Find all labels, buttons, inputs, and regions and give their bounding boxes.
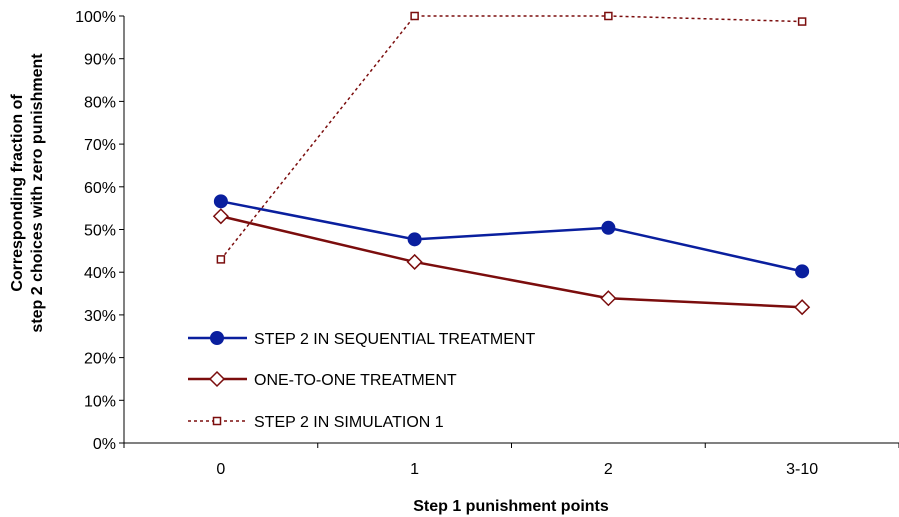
data-point	[410, 11, 419, 21]
series-line	[220, 200, 803, 273]
legend-marker	[212, 416, 222, 426]
data-point	[216, 255, 226, 264]
legend-label: STEP 2 IN SIMULATION 1	[254, 414, 444, 431]
y-tick-label: 20%	[84, 351, 116, 368]
data-point	[213, 194, 228, 209]
y-axis-title-line: step 2 choices with zero punishment	[29, 53, 46, 333]
y-tick-label: 30%	[84, 308, 116, 325]
data-point	[604, 11, 613, 21]
x-tick-label: 2	[604, 461, 613, 478]
x-axis-title: Step 1 punishment points	[413, 498, 609, 515]
legend-label: STEP 2 IN SEQUENTIAL TREATMENT	[254, 331, 535, 348]
y-tick-label: 100%	[75, 9, 116, 26]
legend-marker	[208, 370, 226, 388]
y-tick-label: 80%	[84, 94, 116, 111]
series-1	[212, 208, 811, 316]
series-0	[213, 194, 810, 279]
legend-item: STEP 2 IN SEQUENTIAL TREATMENT	[188, 331, 535, 348]
legend-marker	[210, 331, 224, 345]
y-tick-label: 10%	[84, 393, 116, 410]
x-tick-label: 1	[410, 461, 419, 478]
y-tick-label: 70%	[84, 137, 116, 154]
y-tick-label: 50%	[84, 223, 116, 240]
x-axis: 0 1 2 3-10	[123, 442, 899, 478]
legend-item: ONE-TO-ONE TREATMENT	[188, 370, 457, 389]
data-point	[406, 253, 423, 271]
legend-label: ONE-TO-ONE TREATMENT	[254, 372, 457, 389]
y-tick-label: 60%	[84, 180, 116, 197]
y-axis: 0% 10% 20% 30% 40% 50% 60% 70% 80% 90% 100%	[75, 9, 125, 453]
series-line	[220, 15, 803, 260]
x-tick-label: 0	[216, 461, 225, 478]
y-tick-label: 90%	[84, 52, 116, 69]
data-point	[797, 17, 807, 26]
series-layer	[212, 11, 811, 316]
y-tick-label: 40%	[84, 265, 116, 282]
data-point	[600, 290, 617, 307]
data-point	[407, 232, 422, 247]
data-point	[794, 299, 811, 316]
series-line	[220, 215, 803, 309]
y-axis-title: Corresponding fraction of step 2 choices …	[9, 53, 46, 333]
x-tick-label: 3-10	[786, 461, 818, 478]
y-axis-title-line: Corresponding fraction of	[9, 94, 26, 292]
legend-item: STEP 2 IN SIMULATION 1	[188, 414, 444, 431]
data-point	[601, 220, 616, 235]
data-point	[212, 208, 229, 225]
y-tick-label: 0%	[93, 436, 116, 453]
legend: STEP 2 IN SEQUENTIAL TREATMENT ONE-TO-ONE…	[188, 331, 535, 431]
data-point	[795, 264, 810, 279]
series-2	[216, 11, 807, 264]
